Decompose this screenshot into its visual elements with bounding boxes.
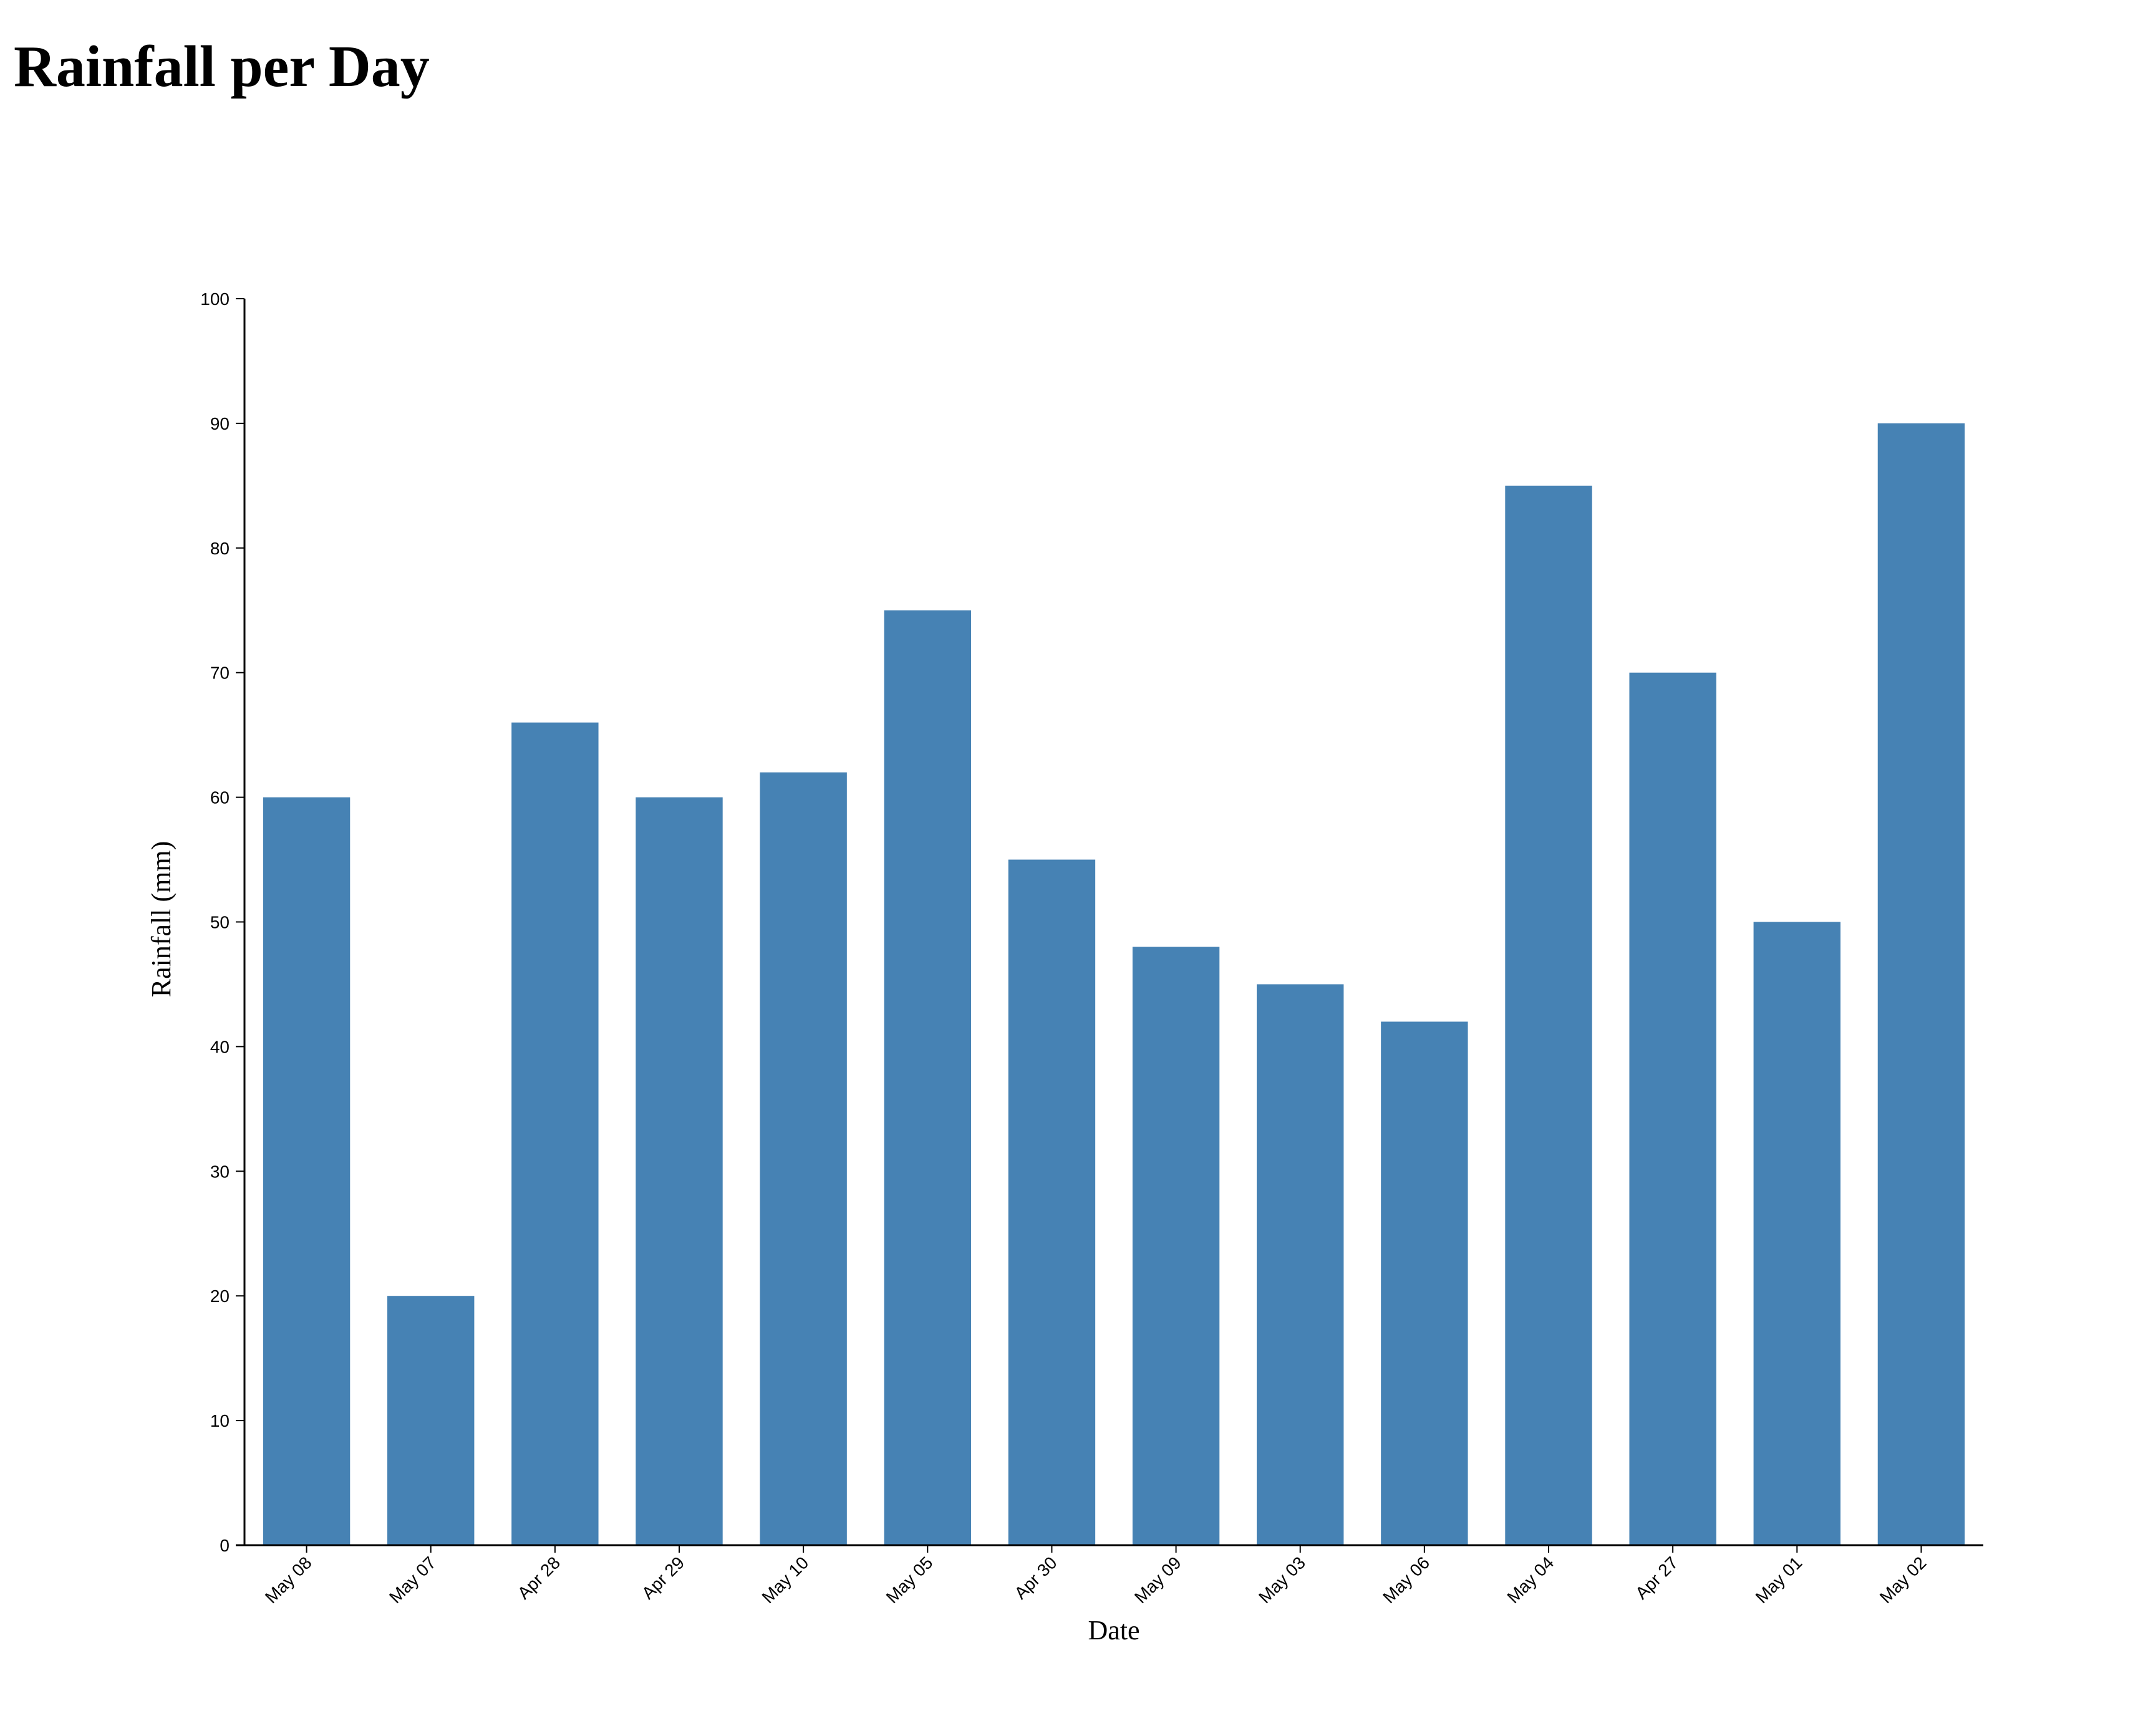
y-axis-title: Rainfall (mm): [146, 841, 177, 998]
bar-may-07: [387, 1296, 475, 1545]
page-title: Rainfall per Day: [14, 34, 430, 99]
bar-may-08: [263, 797, 351, 1545]
y-tick-label: 30: [210, 1162, 230, 1181]
bar-may-02: [1877, 423, 1965, 1545]
bar-apr-29: [636, 797, 723, 1545]
x-tick-label: May 09: [1131, 1553, 1185, 1607]
x-tick-label: May 01: [1752, 1553, 1806, 1607]
y-tick-label: 70: [210, 663, 230, 683]
x-tick-label: May 05: [883, 1553, 937, 1607]
y-tick-label: 50: [210, 913, 230, 932]
x-axis-title: Date: [1088, 1615, 1139, 1646]
y-tick-label: 100: [200, 289, 230, 309]
bar-apr-28: [511, 722, 599, 1545]
bars-group: [263, 423, 1965, 1545]
x-tick-label: May 06: [1379, 1553, 1433, 1607]
bar-may-06: [1381, 1021, 1468, 1545]
bar-may-10: [760, 772, 847, 1545]
bar-apr-30: [1008, 859, 1096, 1545]
x-axis: May 08 May 07 Apr 28 Apr 29 May 10 May 05 Apr …: [236, 1544, 1983, 1607]
y-tick-label: 40: [210, 1037, 230, 1056]
y-tick-label: 0: [220, 1536, 230, 1555]
y-tick-label: 20: [210, 1286, 230, 1306]
y-tick-label: 60: [210, 788, 230, 808]
x-tick-label: May 03: [1255, 1553, 1309, 1607]
bar-apr-27: [1629, 672, 1716, 1545]
x-tick-label: May 08: [261, 1553, 316, 1607]
y-tick-label: 80: [210, 539, 230, 558]
x-tick-label: Apr 30: [1010, 1553, 1060, 1603]
y-tick-label: 90: [210, 414, 230, 433]
bar-may-03: [1257, 984, 1344, 1545]
bar-may-09: [1132, 947, 1220, 1545]
x-tick-label: Apr 27: [1632, 1553, 1681, 1603]
y-tick-label: 10: [210, 1411, 230, 1430]
x-tick-label: May 02: [1876, 1553, 1930, 1607]
x-tick-label: May 04: [1503, 1553, 1557, 1607]
bar-may-04: [1505, 485, 1592, 1545]
x-tick-label: Apr 29: [638, 1553, 688, 1603]
x-tick-label: May 10: [758, 1553, 813, 1607]
y-axis: 0 10 20 30 40 50 60 70 80 90 100: [200, 289, 246, 1555]
bar-may-05: [884, 610, 971, 1545]
x-tick-label: Apr 28: [514, 1553, 564, 1603]
bar-may-01: [1753, 922, 1840, 1545]
x-tick-label: May 07: [385, 1553, 440, 1607]
